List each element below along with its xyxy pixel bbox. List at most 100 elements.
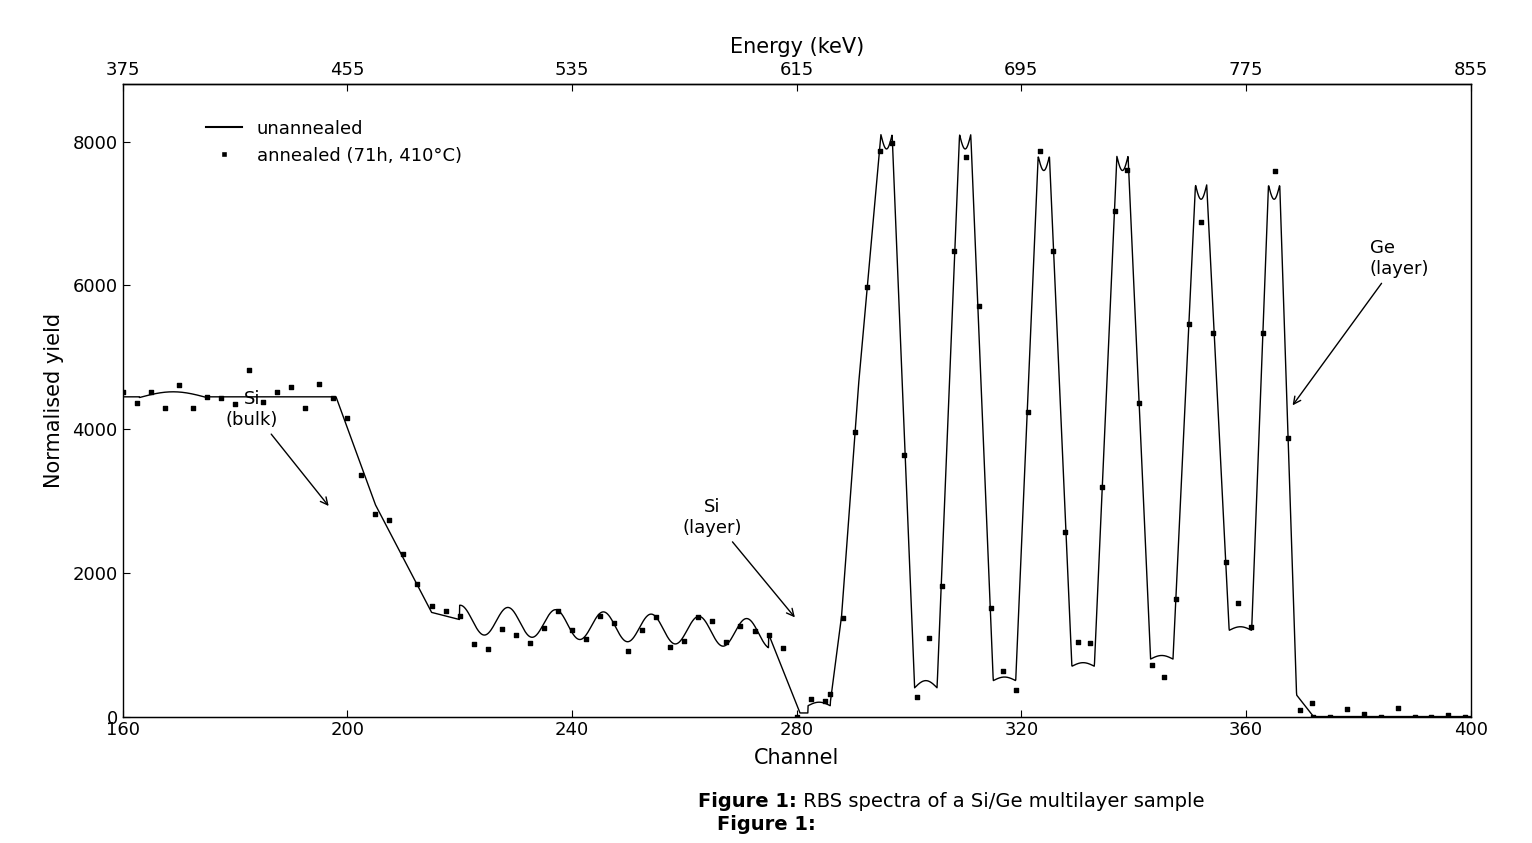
Point — [336, 411, 360, 425]
Point — [867, 144, 892, 158]
Point — [1089, 481, 1114, 494]
Point — [138, 385, 162, 399]
Point — [991, 663, 1016, 677]
Point — [1435, 708, 1460, 722]
Point — [918, 631, 942, 644]
Legend: unannealed, annealed (71h, 410°C): unannealed, annealed (71h, 410°C) — [199, 112, 469, 172]
Point — [420, 599, 444, 613]
Point — [265, 386, 290, 400]
Point — [954, 150, 979, 164]
Point — [279, 380, 303, 394]
Point — [741, 625, 766, 638]
Point — [504, 629, 529, 642]
Point — [1028, 144, 1052, 158]
Point — [1301, 696, 1325, 710]
Point — [1351, 707, 1376, 721]
Point — [1052, 525, 1077, 539]
Point — [322, 391, 346, 405]
Point — [1040, 244, 1065, 258]
Point — [1301, 710, 1325, 723]
Point — [643, 610, 668, 624]
Point — [461, 636, 486, 650]
Point — [434, 604, 458, 618]
Point — [545, 604, 570, 617]
Point — [181, 401, 205, 415]
Text: Figure 1: RBS spectra of a Si/Ge multilayer sample: Figure 1: RBS spectra of a Si/Ge multila… — [519, 815, 1013, 835]
Point — [602, 617, 627, 631]
Point — [1103, 204, 1128, 217]
Point — [616, 644, 640, 658]
Point — [1189, 215, 1213, 228]
Point — [251, 395, 276, 409]
Point — [110, 385, 135, 399]
Text: Ge
(layer): Ge (layer) — [1293, 239, 1429, 404]
Point — [798, 693, 823, 706]
Point — [771, 642, 795, 655]
Point — [222, 398, 247, 411]
Point — [588, 609, 613, 622]
Point — [879, 136, 904, 149]
Point — [659, 641, 683, 654]
Point — [1275, 432, 1299, 445]
Point — [757, 628, 781, 642]
Point — [700, 615, 725, 628]
Point — [1016, 405, 1040, 419]
Point — [1065, 635, 1089, 648]
Point — [1419, 710, 1443, 723]
Point — [518, 636, 542, 649]
Point — [391, 547, 415, 561]
Point — [784, 710, 809, 723]
Point — [306, 378, 331, 391]
Text: Si
(layer): Si (layer) — [683, 498, 794, 616]
Point — [1140, 658, 1164, 672]
Point — [377, 513, 401, 527]
Point — [195, 390, 219, 404]
Point — [1288, 703, 1313, 717]
Point — [363, 507, 388, 521]
Point — [930, 579, 954, 593]
Point — [630, 623, 654, 636]
Point — [475, 642, 499, 656]
Point — [1177, 317, 1201, 330]
Point — [1128, 396, 1152, 410]
Point — [490, 622, 515, 636]
Point — [1164, 592, 1189, 605]
X-axis label: Channel: Channel — [754, 748, 840, 768]
Point — [1452, 710, 1477, 723]
Point — [559, 624, 584, 637]
Point — [167, 379, 192, 392]
Point — [1201, 326, 1226, 340]
Point — [208, 391, 233, 405]
Point — [1262, 164, 1287, 178]
Point — [1152, 671, 1177, 685]
X-axis label: Energy (keV): Energy (keV) — [729, 37, 864, 57]
Point — [812, 695, 836, 708]
Point — [1402, 710, 1426, 723]
Point — [1318, 710, 1342, 723]
Point — [967, 299, 991, 313]
Point — [1368, 710, 1393, 723]
Text: Figure 1:: Figure 1: — [699, 792, 797, 812]
Point — [855, 280, 879, 293]
Point — [1238, 620, 1262, 634]
Point — [904, 690, 928, 704]
Text: RBS spectra of a Si/Ge multilayer sample: RBS spectra of a Si/Ge multilayer sample — [797, 792, 1204, 812]
Point — [532, 621, 556, 635]
Point — [1115, 164, 1140, 177]
Point — [153, 401, 178, 415]
Point — [843, 425, 867, 438]
Point — [573, 632, 597, 646]
Point — [1385, 701, 1409, 715]
Point — [892, 448, 916, 461]
Point — [979, 602, 1003, 615]
Point — [673, 634, 697, 647]
Point — [1077, 636, 1102, 650]
Point — [447, 609, 472, 623]
Point — [404, 577, 429, 591]
Point — [686, 610, 711, 624]
Point — [1213, 555, 1238, 568]
Point — [1003, 683, 1028, 696]
Point — [728, 620, 752, 633]
Point — [714, 635, 738, 648]
Point — [1334, 702, 1359, 716]
